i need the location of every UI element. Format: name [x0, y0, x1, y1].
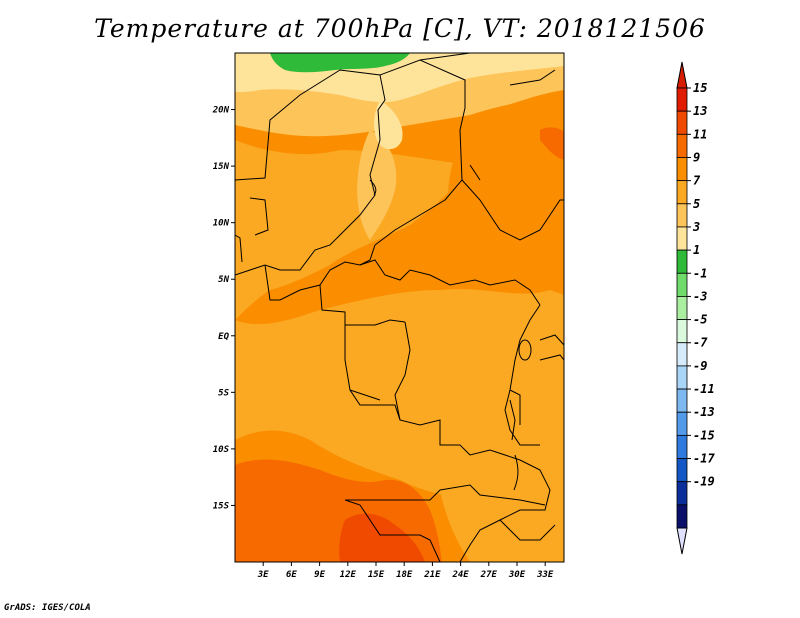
colorbar-swatch: [676, 110, 688, 135]
y-tick-label: 15S: [213, 501, 230, 511]
colorbar-swatch: [676, 249, 688, 274]
colorbar-swatch: [676, 157, 688, 182]
colorbar-swatch: [676, 434, 688, 459]
colorbar-swatch: [676, 133, 688, 158]
colorbar-label: 13: [693, 104, 707, 118]
colorbar-swatch: [676, 226, 688, 251]
colorbar-label: -19: [693, 475, 715, 489]
footer-credit: GrADS: IGES/COLA: [4, 603, 91, 613]
temperature-map: [234, 52, 565, 563]
map-frame: [234, 52, 565, 563]
x-tick-label: 21E: [423, 570, 441, 580]
colorbar-label: 11: [693, 127, 707, 141]
colorbar-swatch: [676, 87, 688, 112]
x-axis: 3E 6E 9E 12E 15E 18E 21E 24E 27E 30E 33E: [257, 562, 554, 580]
y-axis: 20N 15N 10N 5N EQ 5S 10S 15S: [212, 106, 235, 511]
colorbar-swatch: [676, 319, 688, 344]
x-tick-label: 3E: [257, 570, 269, 580]
colorbar-label: -17: [693, 452, 715, 466]
y-tick-label: 20N: [212, 106, 230, 116]
y-tick-label: 15N: [213, 162, 230, 172]
field-band-1: [270, 53, 410, 73]
colorbar-swatch: [676, 481, 688, 506]
colorbar-swatch: [676, 388, 688, 413]
x-tick-label: 30E: [508, 570, 526, 580]
colorbar-swatch: [676, 504, 688, 529]
colorbar-swatch: [676, 365, 688, 390]
field-band-13: [339, 513, 425, 562]
colorbar-label: -11: [693, 382, 715, 396]
colorbar-label: -7: [693, 336, 708, 350]
x-tick-label: 18E: [396, 570, 413, 580]
x-tick-label: 12E: [340, 570, 357, 580]
colorbar: 15 13 11 9 7 5 3 1 -1 -3 -5 -7 -9 -11 -13 -15 -17 -19: [676, 61, 715, 555]
colorbar-swatch: [676, 296, 688, 320]
colorbar-label: -9: [693, 359, 707, 373]
x-tick-label: 33E: [536, 570, 554, 580]
field-band-7c: [440, 470, 564, 562]
map-title: Temperature at 700hPa [C], VT: 201812150…: [94, 14, 706, 43]
y-tick-label: EQ: [218, 332, 229, 342]
colorbar-swatch: [676, 180, 688, 205]
colorbar-label: 9: [693, 150, 700, 164]
field-band-9-east: [448, 95, 564, 280]
field-band-7b: [235, 288, 564, 497]
lakes: [369, 179, 532, 491]
colorbar-swatch: [676, 342, 688, 367]
colorbar-label: 1: [693, 243, 700, 257]
y-tick-label: 10S: [213, 445, 230, 455]
field-band-7: [235, 140, 470, 320]
y-tick-label: 5N: [218, 275, 229, 285]
country-borders: [235, 53, 564, 562]
field-band-3b: [374, 100, 403, 150]
colorbar-label: -1: [693, 266, 707, 280]
field-band-5b: [357, 130, 397, 240]
x-tick-label: 15E: [368, 570, 385, 580]
x-tick-label: 9E: [314, 570, 325, 580]
colorbar-bottom-arrow: [676, 527, 688, 555]
field-band-11b: [540, 127, 564, 160]
colorbar-label: -5: [693, 313, 707, 327]
colorbar-label: -15: [693, 428, 715, 442]
colorbar-swatch: [676, 203, 688, 228]
x-tick-label: 24E: [451, 570, 469, 580]
colorbar-top-arrow: [676, 61, 688, 89]
colorbar-label: 3: [692, 220, 700, 234]
colorbar-label: -13: [693, 405, 715, 419]
colorbar-label: 7: [693, 174, 701, 188]
y-tick-label: 5S: [218, 388, 229, 398]
y-tick-label: 10N: [213, 219, 230, 229]
colorbar-swatch: [676, 411, 688, 436]
colorbar-label: 5: [693, 197, 700, 211]
x-tick-label: 27E: [480, 570, 498, 580]
colorbar-label: -3: [693, 289, 707, 303]
colorbar-swatch: [676, 458, 688, 483]
colorbar-label: 15: [693, 81, 707, 95]
x-tick-label: 6E: [286, 570, 297, 580]
colorbar-swatch: [676, 272, 688, 297]
